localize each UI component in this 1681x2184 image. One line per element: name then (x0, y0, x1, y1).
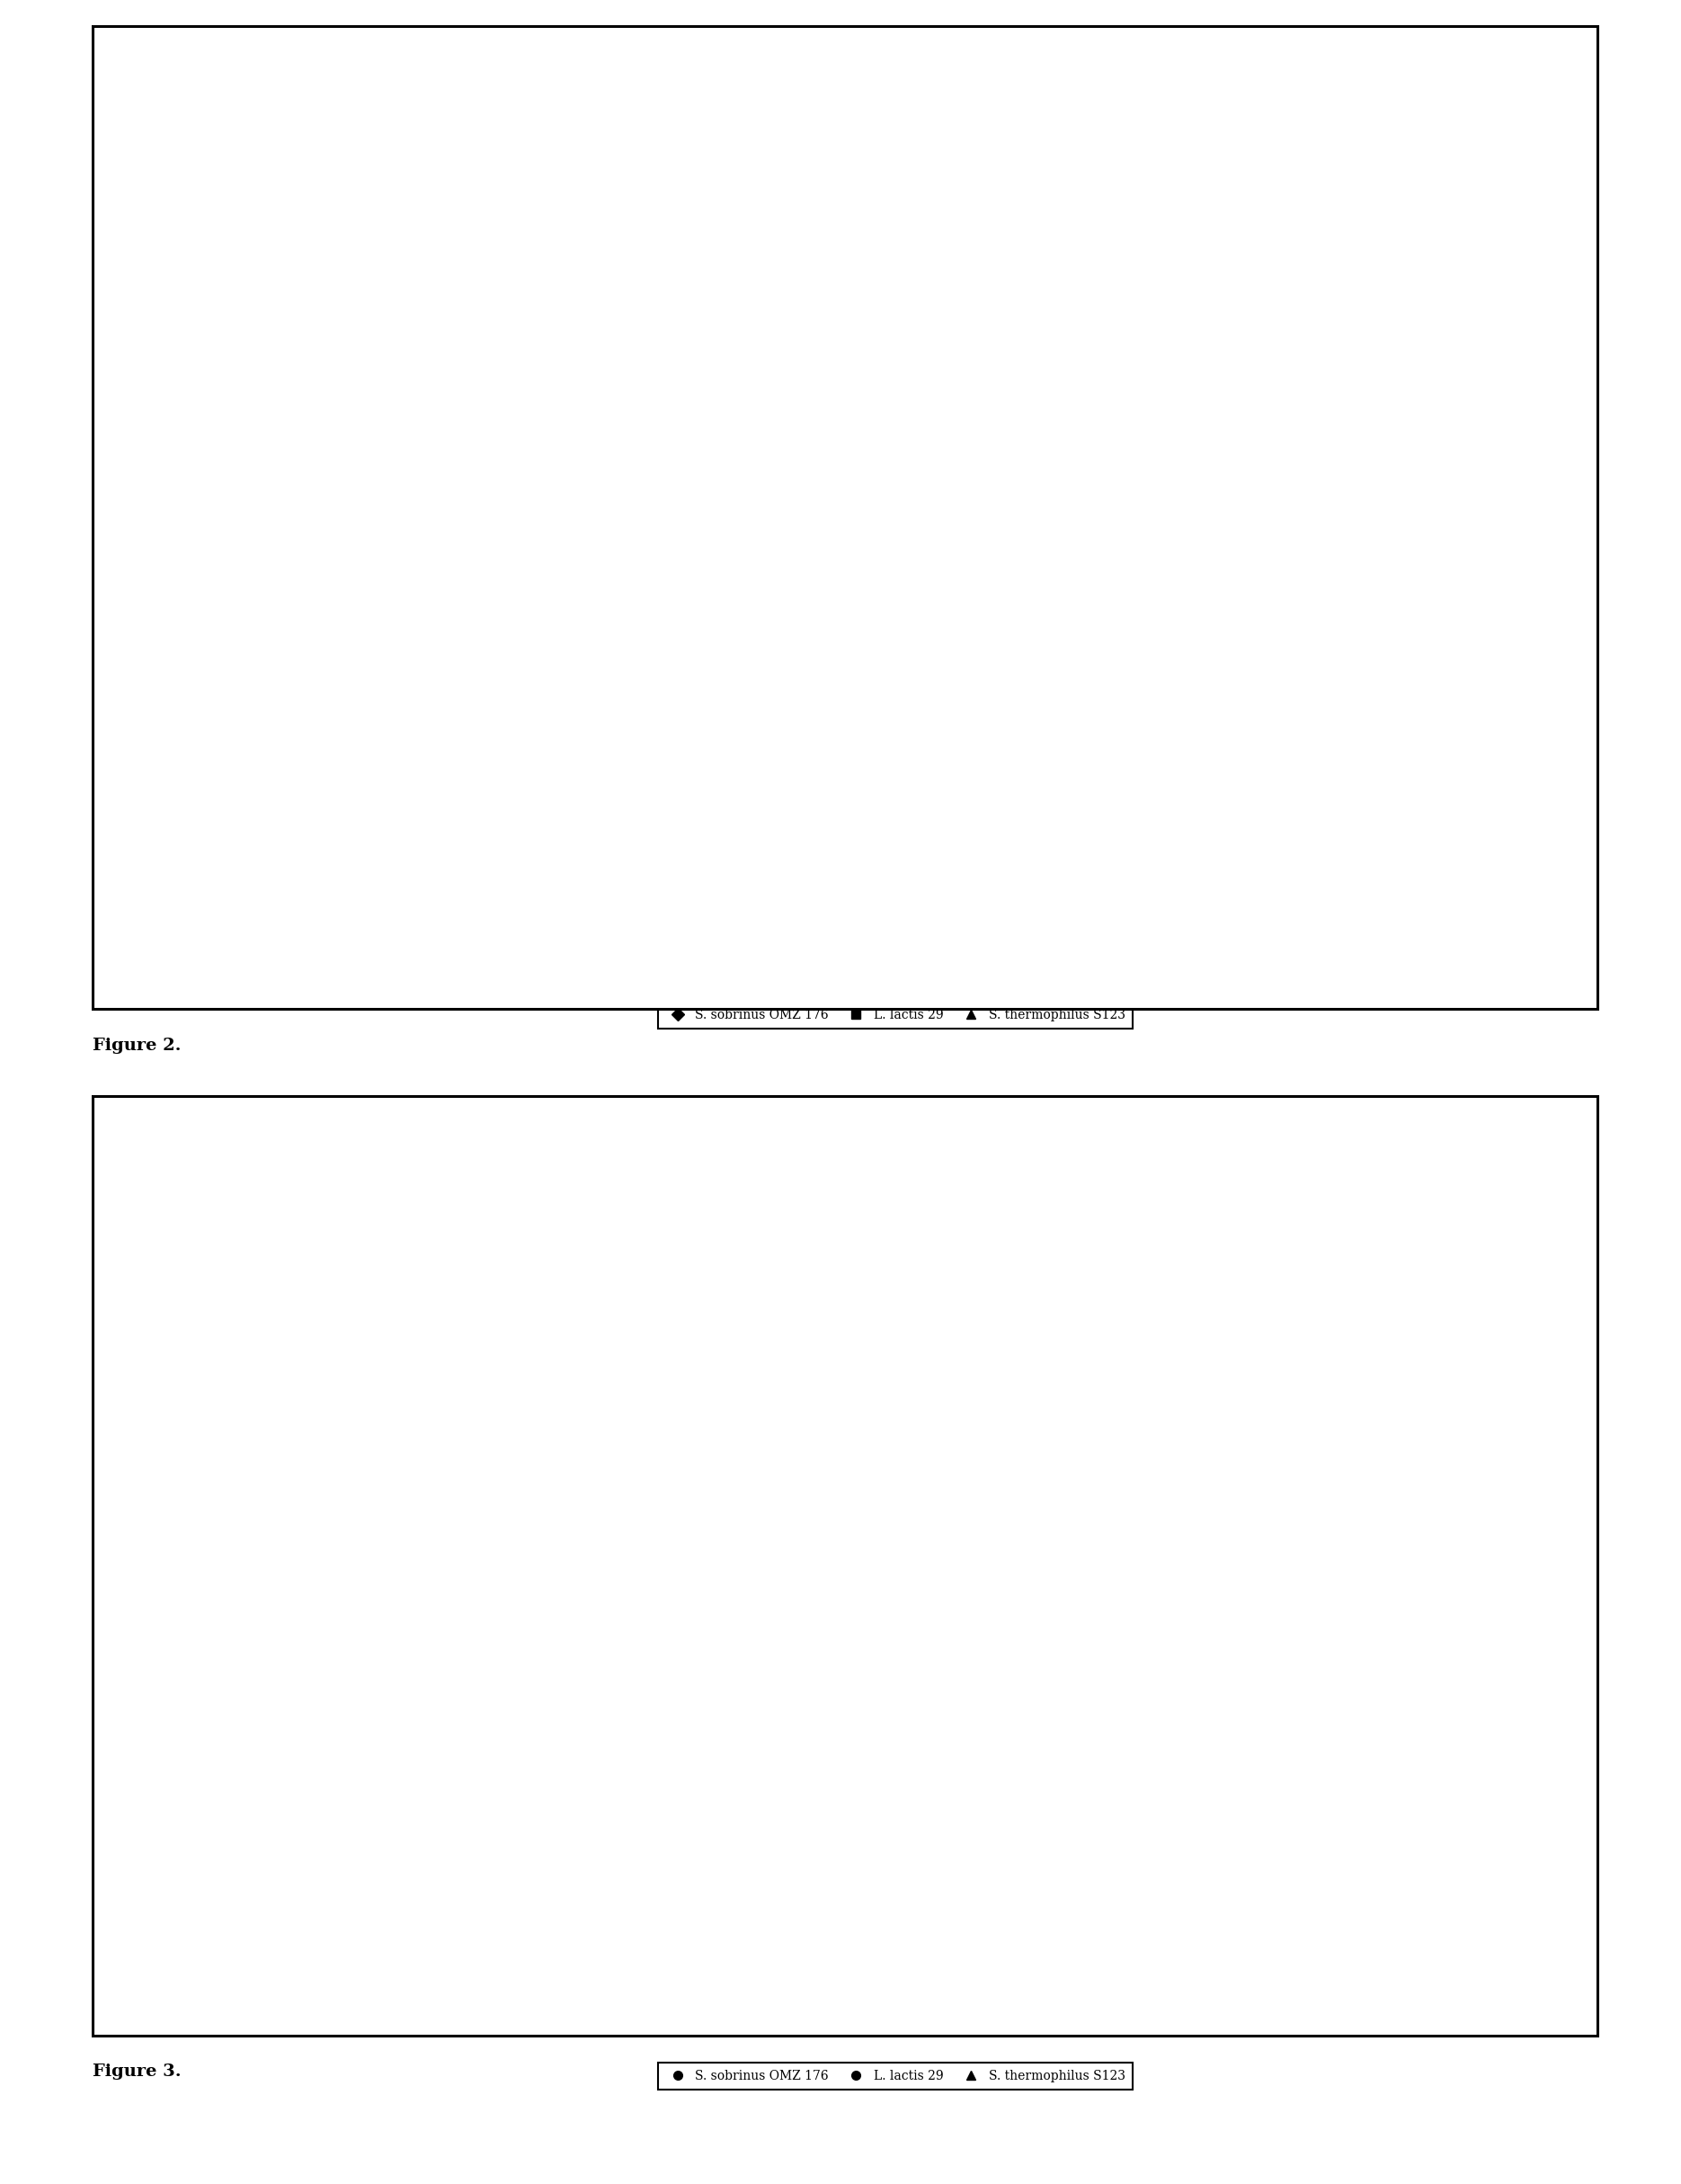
Point (329, 651, 356, 686)
Point (235, 1754, 262, 1789)
Y-axis label: bound CFU: bound CFU (114, 1450, 131, 1551)
Point (425, 651, 452, 686)
Y-axis label: bound CFU: bound CFU (114, 376, 131, 476)
Point (254, 1758, 281, 1793)
Legend: S. sobrinus OMZ 176, L. lactis 29, S. thermophilus S123: S. sobrinus OMZ 176, L. lactis 29, S. th… (657, 2062, 1133, 2090)
X-axis label: As-CGMP (mg/ml): As-CGMP (mg/ml) (814, 1863, 977, 1880)
Point (615, 729, 642, 764)
Point (615, 616, 642, 651)
Point (615, 1797, 642, 1832)
Point (235, 177, 262, 212)
Point (1377, 743, 1404, 778)
Point (1377, 1688, 1404, 1723)
Point (272, 321, 299, 356)
Point (615, 435, 642, 470)
Point (615, 1315, 642, 1350)
X-axis label: CGMP (mg/ml): CGMP (mg/ml) (827, 821, 963, 839)
Point (272, 1540, 299, 1575)
Point (1377, 629, 1404, 664)
Point (1377, 515, 1404, 550)
Point (235, 1795, 262, 1830)
Point (235, 653, 262, 688)
Point (615, 1712, 642, 1747)
Point (1377, 1227, 1404, 1262)
Point (272, 1802, 299, 1837)
Text: Figure 3.: Figure 3. (92, 2064, 182, 2079)
Point (1377, 1802, 1404, 1837)
Point (995, 1302, 1022, 1337)
Point (425, 1721, 452, 1756)
Point (254, 695, 281, 729)
Point (329, 729, 356, 764)
Point (425, 729, 452, 764)
Point (425, 1389, 452, 1424)
Point (254, 1749, 281, 1784)
Point (254, 1398, 281, 1433)
Point (995, 1708, 1022, 1743)
Point (235, 666, 262, 701)
Point (254, 290, 281, 325)
Point (425, 411, 452, 446)
Point (995, 1800, 1022, 1835)
Text: Figure 2.: Figure 2. (92, 1037, 182, 1053)
Legend: S. sobrinus OMZ 176, L. lactis 29, S. thermophilus S123: S. sobrinus OMZ 176, L. lactis 29, S. th… (657, 1000, 1133, 1029)
Point (329, 382, 356, 417)
Point (235, 1413, 262, 1448)
